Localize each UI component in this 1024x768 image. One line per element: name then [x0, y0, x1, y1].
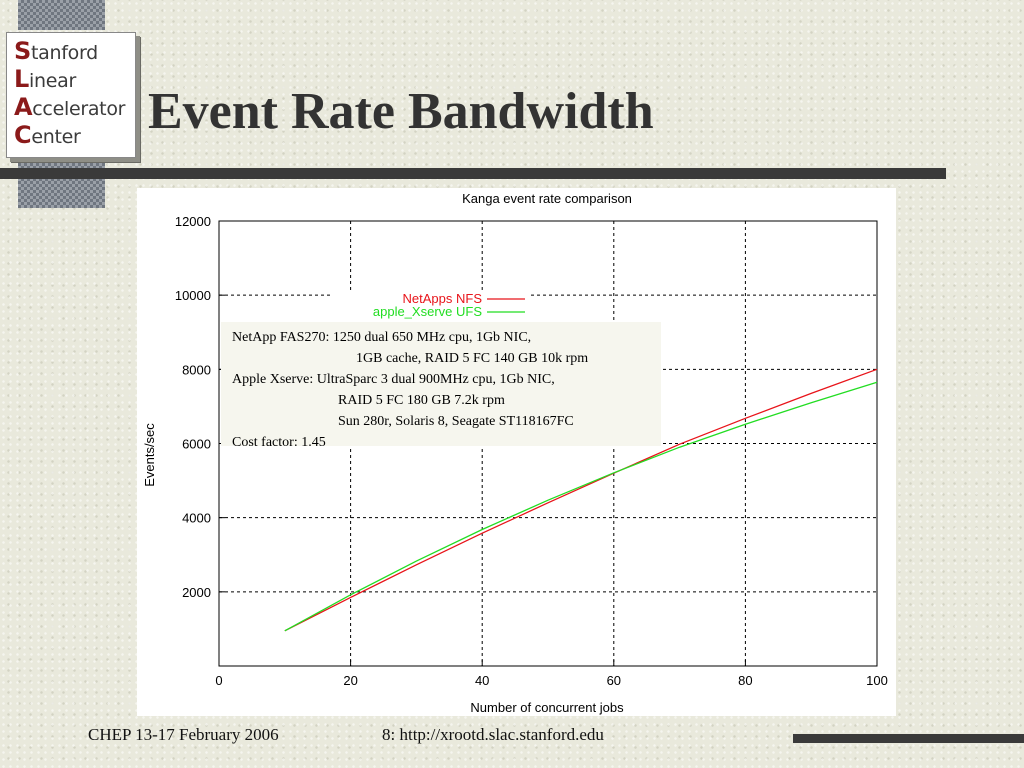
annotation-line-5: Sun 280r, Solaris 8, Seagate ST118167FC: [338, 414, 574, 429]
footer-conference: CHEP 13-17 February 2006: [88, 725, 279, 744]
slide-title: Event Rate Bandwidth: [148, 83, 654, 140]
logo-line-2: Linear: [14, 65, 76, 93]
y-tick-label: 10000: [175, 288, 211, 303]
axis-layer: 0 20 40 60 80 100 2000 4000 6000 8000 10000 12000: [175, 214, 888, 688]
y-tick-label: 4000: [182, 511, 211, 526]
x-tick-label: 100: [866, 673, 888, 688]
event-rate-chart: Kanga event rate comparison 0 20 40 60 80 100…: [142, 191, 888, 715]
y-tick-label: 12000: [175, 214, 211, 229]
legend-label-2: apple_Xserve UFS: [373, 304, 482, 319]
decorative-checker-top: [18, 0, 105, 30]
x-tick-label: 0: [215, 673, 222, 688]
chart-title: Kanga event rate comparison: [462, 191, 632, 206]
y-tick-label: 6000: [182, 437, 211, 452]
series-layer: [284, 368, 878, 632]
x-axis-label: Number of concurrent jobs: [470, 700, 624, 715]
logo-line-4: Center: [14, 121, 81, 149]
annotation-line-3: Apple Xserve: UltraSparc 3 dual 900MHz c…: [232, 372, 555, 387]
annotation-line-1: NetApp FAS270: 1250 dual 650 MHz cpu, 1G…: [232, 330, 532, 345]
annotation-line-6: Cost factor: 1.45: [232, 435, 326, 450]
logo-line-1: Stanford: [14, 37, 98, 65]
y-tick-label: 2000: [182, 585, 211, 600]
chart-panel: Kanga event rate comparison 0 20 40 60 80 100…: [137, 188, 896, 716]
annotation-line-4: RAID 5 FC 180 GB 7.2k rpm: [338, 393, 505, 408]
legend-background: [330, 290, 530, 324]
title-divider: [0, 168, 946, 179]
y-axis-label: Events/sec: [142, 423, 157, 487]
logo-line-3: Accelerator: [14, 93, 126, 121]
series-line-1: [284, 368, 878, 632]
x-tick-label: 80: [738, 673, 752, 688]
x-tick-label: 40: [475, 673, 489, 688]
x-tick-label: 60: [607, 673, 621, 688]
footer-divider: [793, 734, 1024, 743]
legend-label-1: NetApps NFS: [403, 291, 483, 306]
x-tick-label: 20: [343, 673, 357, 688]
footer-page-url: 8: http://xrootd.slac.stanford.edu: [382, 725, 604, 744]
hardware-annotation: NetApp FAS270: 1250 dual 650 MHz cpu, 1G…: [221, 322, 661, 450]
series-line-2: [284, 381, 878, 632]
y-tick-label: 8000: [182, 362, 211, 377]
annotation-line-2: 1GB cache, RAID 5 FC 140 GB 10k rpm: [356, 351, 589, 366]
slac-logo: Stanford Linear Accelerator Center: [6, 32, 136, 158]
